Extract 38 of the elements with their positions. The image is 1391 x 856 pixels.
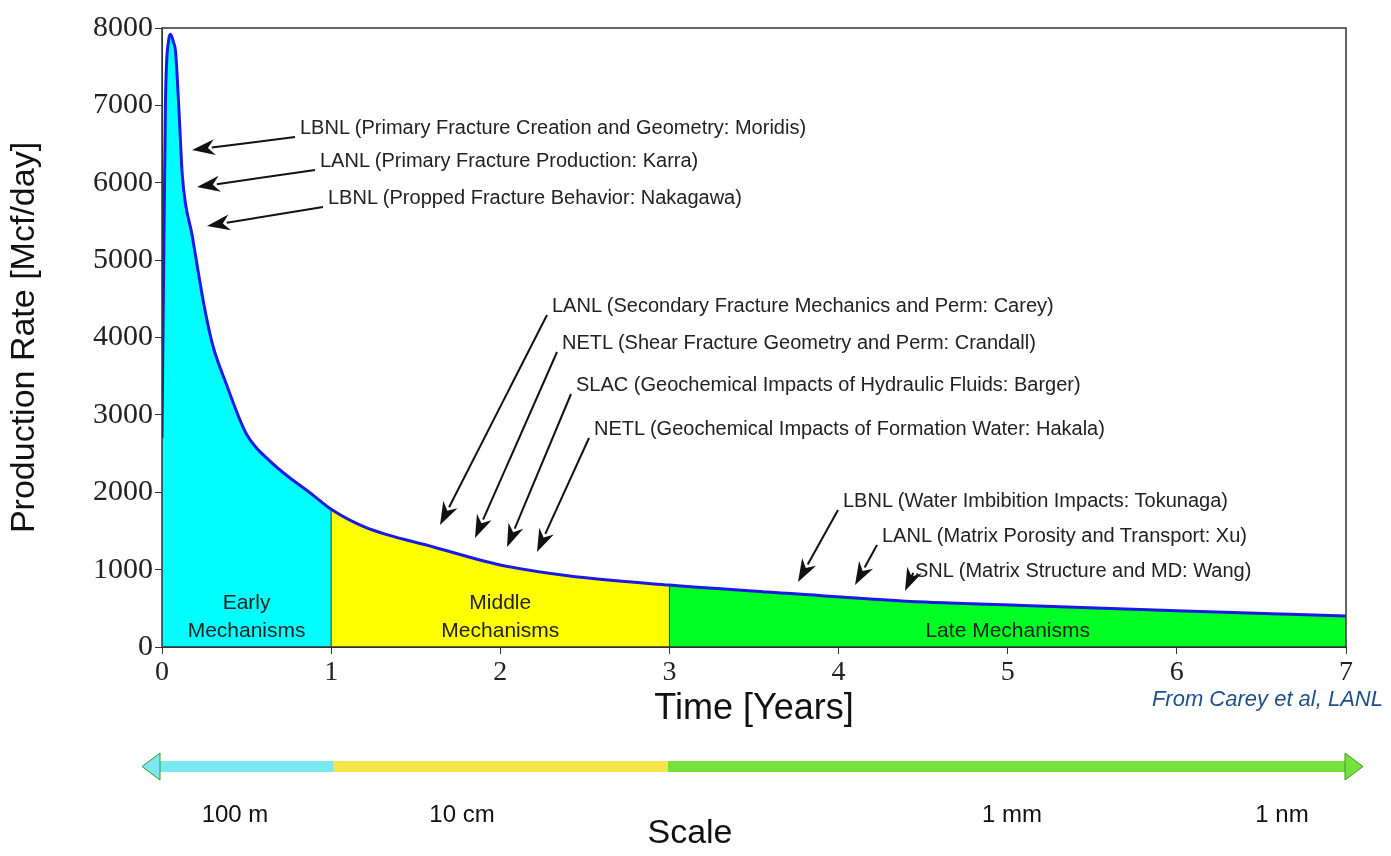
annotation: NETL (Shear Fracture Geometry and Perm: Crandall) xyxy=(562,330,1036,354)
text: 1 mm xyxy=(982,800,1042,828)
x-axis-title: Time [Years] xyxy=(654,686,854,728)
x-tick-label: 1 xyxy=(324,655,339,687)
y-tick-label: 4000 xyxy=(93,318,153,352)
y-tick-label: 7000 xyxy=(93,86,153,120)
text: From Carey et al, LANL xyxy=(1151,686,1383,712)
annotation: NETL (Geochemical Impacts of Formation Water: Hakala) xyxy=(594,416,1105,440)
text: 1 nm xyxy=(1255,800,1309,828)
text: Scale xyxy=(647,812,733,851)
annotation: LANL (Secondary Fracture Mechanics and Perm: Carey) xyxy=(552,293,1054,317)
y-tick-label: 0 xyxy=(138,627,153,661)
y-tick-label: 1000 xyxy=(93,550,153,584)
annotation: SNL (Matrix Structure and MD: Wang) xyxy=(915,558,1252,582)
annotation: LANL (Primary Fracture Production: Karra) xyxy=(320,148,699,172)
x-tick-label: 2 xyxy=(493,655,508,687)
annotation: LBNL (Primary Fracture Creation and Geometry: Moridis) xyxy=(300,115,807,139)
series-label: Middle Mechanisms xyxy=(441,590,560,641)
y-tick-label: 3000 xyxy=(93,395,153,429)
y-tick-label: 5000 xyxy=(93,241,153,274)
annotation: LANL (Matrix Porosity and Transport: Xu) xyxy=(882,523,1247,547)
y-axis-title: Production Rate [Mcf/day] xyxy=(2,141,41,534)
y-tick-label: 6000 xyxy=(93,163,153,197)
x-tick-label: 3 xyxy=(662,655,677,687)
series-label: Late Mechanisms xyxy=(925,618,1090,641)
annotation: LBNL (Propped Fracture Behavior: Nakagawa) xyxy=(328,185,742,209)
text: 10 cm xyxy=(429,800,495,828)
line-series xyxy=(162,32,1346,618)
x-tick-label: 7 xyxy=(1339,655,1353,687)
text: 100 m xyxy=(201,800,269,828)
annotation: LBNL (Water Imbibition Impacts: Tokunaga) xyxy=(843,488,1228,512)
x-tick-label: 4 xyxy=(831,655,846,687)
y-tick-label: 2000 xyxy=(93,473,153,507)
series-label: Early Mechanisms xyxy=(187,590,306,641)
x-tick-label: 5 xyxy=(1000,655,1015,687)
x-tick-label: 6 xyxy=(1169,655,1184,687)
annotation: SLAC (Geochemical Impacts of Hydraulic Fluids: Barger) xyxy=(576,372,1081,396)
y-tick-label: 8000 xyxy=(93,8,153,42)
